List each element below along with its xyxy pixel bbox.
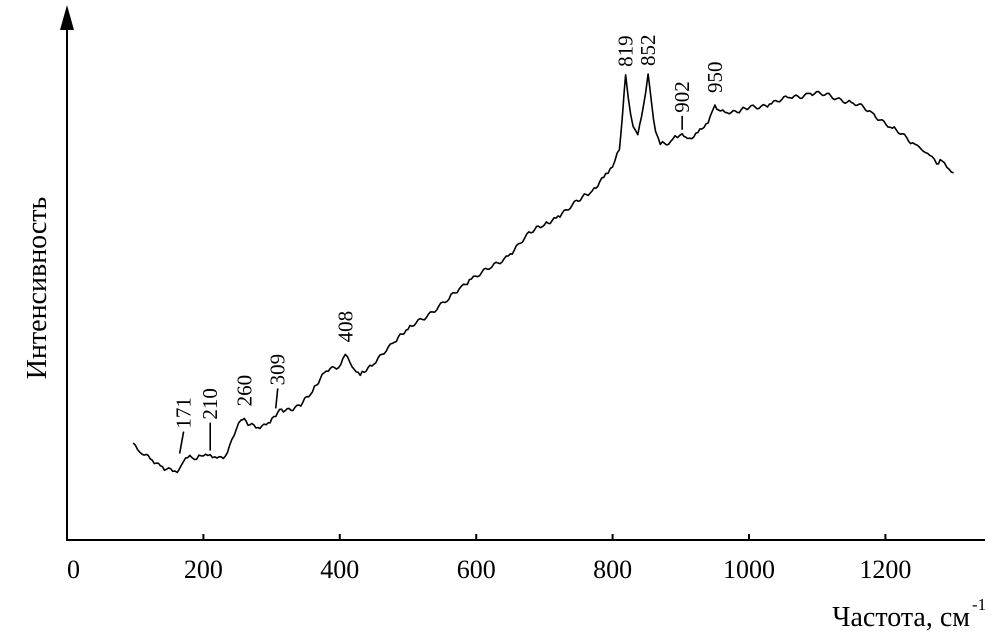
- x-ticks: 0 200 400 600 800 1000 1200: [66, 534, 911, 584]
- x-axis-label: Частота, см: [832, 602, 970, 633]
- x-tick-label: 0: [67, 555, 80, 584]
- peak-label: 950: [703, 62, 727, 94]
- x-tick-label: 400: [320, 555, 359, 584]
- peak-label: 408: [333, 311, 357, 343]
- x-tick-label: 800: [593, 555, 632, 584]
- peak-label: 210: [198, 388, 222, 420]
- peak-label: 902: [670, 81, 694, 113]
- peak-label: 171: [172, 397, 196, 429]
- peak-label: 309: [266, 354, 290, 386]
- peak-leader-line: [274, 388, 279, 409]
- x-tick-label: 1000: [723, 555, 775, 584]
- peak-label: 852: [636, 35, 660, 67]
- y-axis-label: Интенсивность: [22, 197, 53, 380]
- axes: [60, 5, 985, 541]
- peak-label: 260: [232, 375, 256, 407]
- peak-label: 819: [614, 35, 638, 67]
- spectrum: [132, 73, 954, 474]
- peak-leader-line: [178, 431, 185, 454]
- y-axis-arrow: [60, 5, 74, 30]
- x-tick-label: 200: [184, 555, 223, 584]
- x-tick-label: 1200: [859, 555, 911, 584]
- x-tick-label: 600: [457, 555, 496, 584]
- spectrum-line: [132, 73, 954, 474]
- x-axis-label-superscript: -1: [972, 595, 986, 614]
